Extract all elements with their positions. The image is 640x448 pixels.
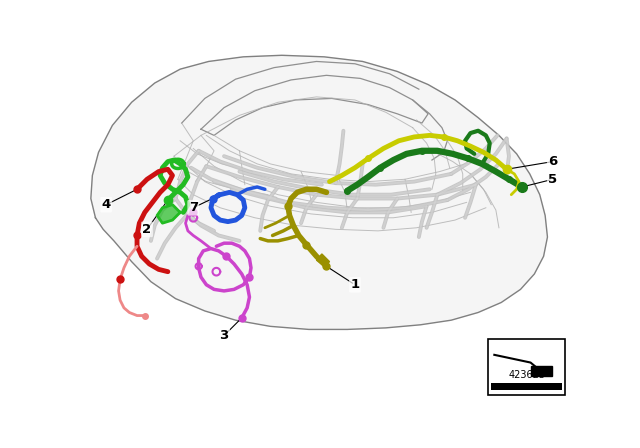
Text: 1: 1 [350,278,360,291]
Polygon shape [91,55,547,329]
Text: 7: 7 [189,201,198,214]
Bar [492,383,562,390]
Bar [531,366,552,375]
Polygon shape [157,205,180,223]
Text: 423625: 423625 [508,370,545,380]
Text: 4: 4 [102,198,111,211]
Bar [488,340,565,395]
Polygon shape [316,254,330,266]
Text: 3: 3 [220,329,228,342]
Text: 5: 5 [548,173,557,186]
Text: 2: 2 [143,223,152,236]
Text: 6: 6 [548,155,557,168]
